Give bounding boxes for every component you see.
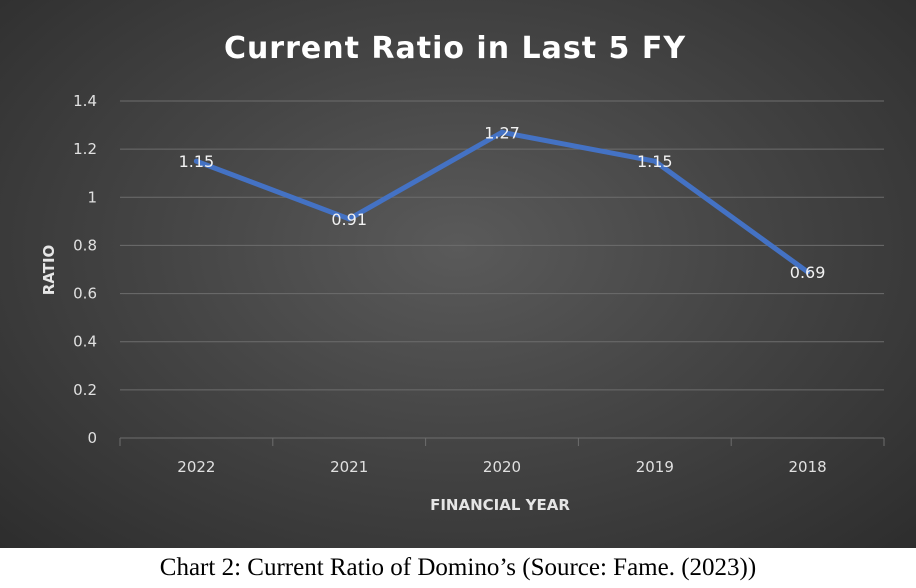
- y-tick-label: 0: [87, 429, 97, 447]
- series-line: [193, 129, 811, 275]
- data-label: 0.91: [331, 210, 367, 229]
- data-label: 1.15: [179, 152, 215, 171]
- y-tick-label: 1.4: [73, 92, 97, 110]
- y-tick-label: 1.2: [73, 140, 97, 158]
- data-point: [805, 269, 811, 275]
- y-tick-label: 0.4: [73, 333, 97, 351]
- series-layer: [193, 129, 811, 275]
- y-tick-label: 1: [87, 188, 97, 206]
- data-point: [499, 129, 505, 135]
- data-labels: 1.15 0.91 1.27 1.15 0.69: [179, 123, 826, 282]
- x-axis-ticks: 2022 2021 2020 2019 2018: [177, 458, 826, 476]
- x-tick-label: 2020: [483, 458, 521, 476]
- gridlines: [119, 100, 885, 446]
- y-tick-label: 0.8: [73, 236, 97, 254]
- x-tick-label: 2021: [330, 458, 368, 476]
- y-axis-title: RATIO: [40, 245, 58, 296]
- x-tick-label: 2022: [177, 458, 215, 476]
- data-point: [193, 158, 199, 164]
- x-tick-label: 2019: [636, 458, 674, 476]
- line-chart: Current Ratio in Last 5 FY 0 0.2 0.4 0.6 0.8…: [40, 31, 885, 514]
- data-label: 1.27: [484, 123, 520, 142]
- x-axis-title: FINANCIAL YEAR: [430, 496, 570, 514]
- data-point: [346, 216, 352, 222]
- chart-panel: Current Ratio in Last 5 FY 0 0.2 0.4 0.6 0.8…: [0, 0, 916, 548]
- x-tick-label: 2018: [789, 458, 827, 476]
- data-label: 0.69: [790, 263, 826, 282]
- data-point: [652, 158, 658, 164]
- chart-title: Current Ratio in Last 5 FY: [224, 31, 686, 66]
- y-tick-label: 0.6: [73, 285, 97, 303]
- y-axis-ticks: 0 0.2 0.4 0.6 0.8 1 1.2 1.4: [73, 92, 97, 447]
- y-tick-label: 0.2: [73, 381, 97, 399]
- data-label: 1.15: [637, 152, 673, 171]
- figure-caption: Chart 2: Current Ratio of Domino’s (Sour…: [159, 554, 757, 581]
